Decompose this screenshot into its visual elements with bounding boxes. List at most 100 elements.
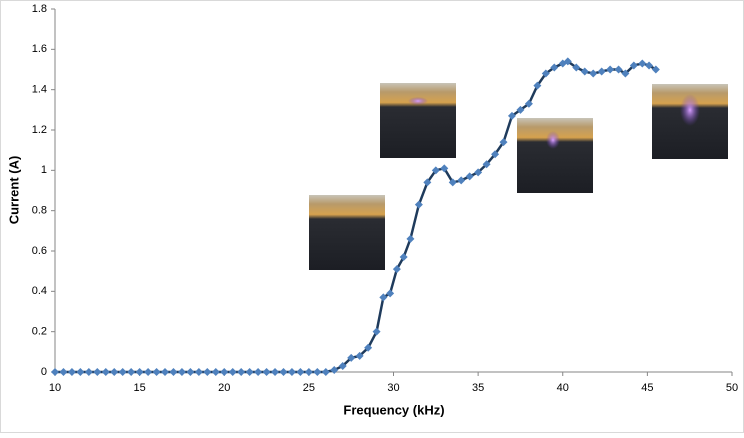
data-point	[169, 368, 178, 376]
data-point	[651, 65, 660, 74]
x-tick-label: 35	[472, 382, 484, 394]
x-tick-label: 20	[218, 382, 230, 394]
data-point	[645, 61, 654, 70]
data-point	[431, 166, 440, 175]
data-point	[186, 368, 195, 376]
data-point	[152, 368, 161, 376]
data-point	[379, 293, 388, 302]
y-tick-label: 0.4	[32, 285, 47, 297]
data-point	[516, 105, 525, 114]
x-tick-label: 10	[49, 382, 61, 394]
x-tick-label: 25	[303, 382, 315, 394]
photo-glow	[680, 94, 700, 126]
data-point	[507, 111, 516, 120]
data-point	[296, 368, 305, 376]
data-point	[287, 368, 296, 376]
data-point	[51, 368, 59, 376]
y-axis-title: Current (A)	[6, 156, 21, 225]
y-tick-label: 0.6	[32, 245, 47, 257]
data-point	[465, 172, 474, 181]
photo-glow	[408, 97, 428, 105]
photo	[309, 195, 385, 270]
x-tick-label: 50	[726, 382, 738, 394]
y-tick-label: 1.4	[32, 84, 47, 96]
x-tick-label: 15	[134, 382, 146, 394]
y-tick-label: 1.8	[32, 3, 47, 15]
data-point	[228, 368, 237, 376]
data-point	[237, 368, 246, 376]
data-point	[638, 59, 647, 68]
data-point	[399, 253, 408, 262]
data-point	[499, 138, 508, 147]
data-point	[144, 368, 153, 376]
data-point	[448, 178, 457, 187]
data-point	[262, 368, 271, 376]
data-point	[372, 327, 381, 336]
data-point	[135, 368, 144, 376]
y-tick-label: 1.2	[32, 124, 47, 136]
data-point	[271, 368, 280, 376]
data-point	[474, 168, 483, 177]
data-point	[254, 368, 263, 376]
x-tick-label: 40	[557, 382, 569, 394]
data-point	[406, 234, 415, 243]
y-tick-label: 0	[41, 366, 47, 378]
data-point	[572, 63, 581, 72]
data-point	[338, 361, 347, 370]
data-point	[364, 343, 373, 352]
data-point	[211, 368, 220, 376]
data-point	[118, 368, 127, 376]
data-point	[482, 160, 491, 169]
x-tick-label: 30	[387, 382, 399, 394]
data-point	[386, 289, 395, 298]
data-point	[606, 65, 615, 74]
data-point	[563, 57, 572, 66]
data-point	[550, 63, 559, 72]
data-point	[321, 368, 330, 376]
data-point	[414, 200, 423, 209]
data-point	[629, 61, 638, 70]
data-point	[440, 164, 449, 173]
data-point	[621, 69, 630, 78]
data-point	[84, 368, 93, 376]
data-point	[589, 69, 598, 78]
data-point	[597, 67, 606, 76]
data-point	[304, 368, 313, 376]
data-point	[524, 99, 533, 108]
data-point	[580, 67, 589, 76]
data-point	[76, 368, 85, 376]
data-point	[59, 368, 68, 376]
data-point	[67, 368, 76, 376]
plasma-photos	[309, 83, 728, 270]
data-point	[423, 178, 432, 187]
x-axis-title: Frequency (kHz)	[343, 402, 444, 417]
data-point	[457, 176, 466, 185]
data-point	[177, 368, 186, 376]
data-point	[93, 368, 102, 376]
photo	[517, 118, 593, 193]
photo	[380, 83, 456, 158]
data-point	[313, 368, 322, 376]
data-point	[279, 368, 288, 376]
data-point	[127, 368, 136, 376]
photo-glow	[546, 131, 560, 149]
data-point	[110, 368, 119, 376]
data-point	[194, 368, 203, 376]
y-tick-label: 0.8	[32, 205, 47, 217]
y-tick-label: 1.6	[32, 43, 47, 55]
x-tick-label: 45	[641, 382, 653, 394]
data-point	[203, 368, 212, 376]
data-point	[392, 265, 401, 274]
data-point	[220, 368, 229, 376]
data-point	[533, 81, 542, 90]
data-point	[161, 368, 170, 376]
data-point	[541, 69, 550, 78]
data-point	[347, 353, 356, 362]
y-tick-label: 0.2	[32, 326, 47, 338]
y-tick-label: 1	[41, 164, 47, 176]
data-point	[245, 368, 254, 376]
data-point	[330, 365, 339, 374]
data-point	[355, 351, 364, 360]
data-point	[101, 368, 110, 376]
